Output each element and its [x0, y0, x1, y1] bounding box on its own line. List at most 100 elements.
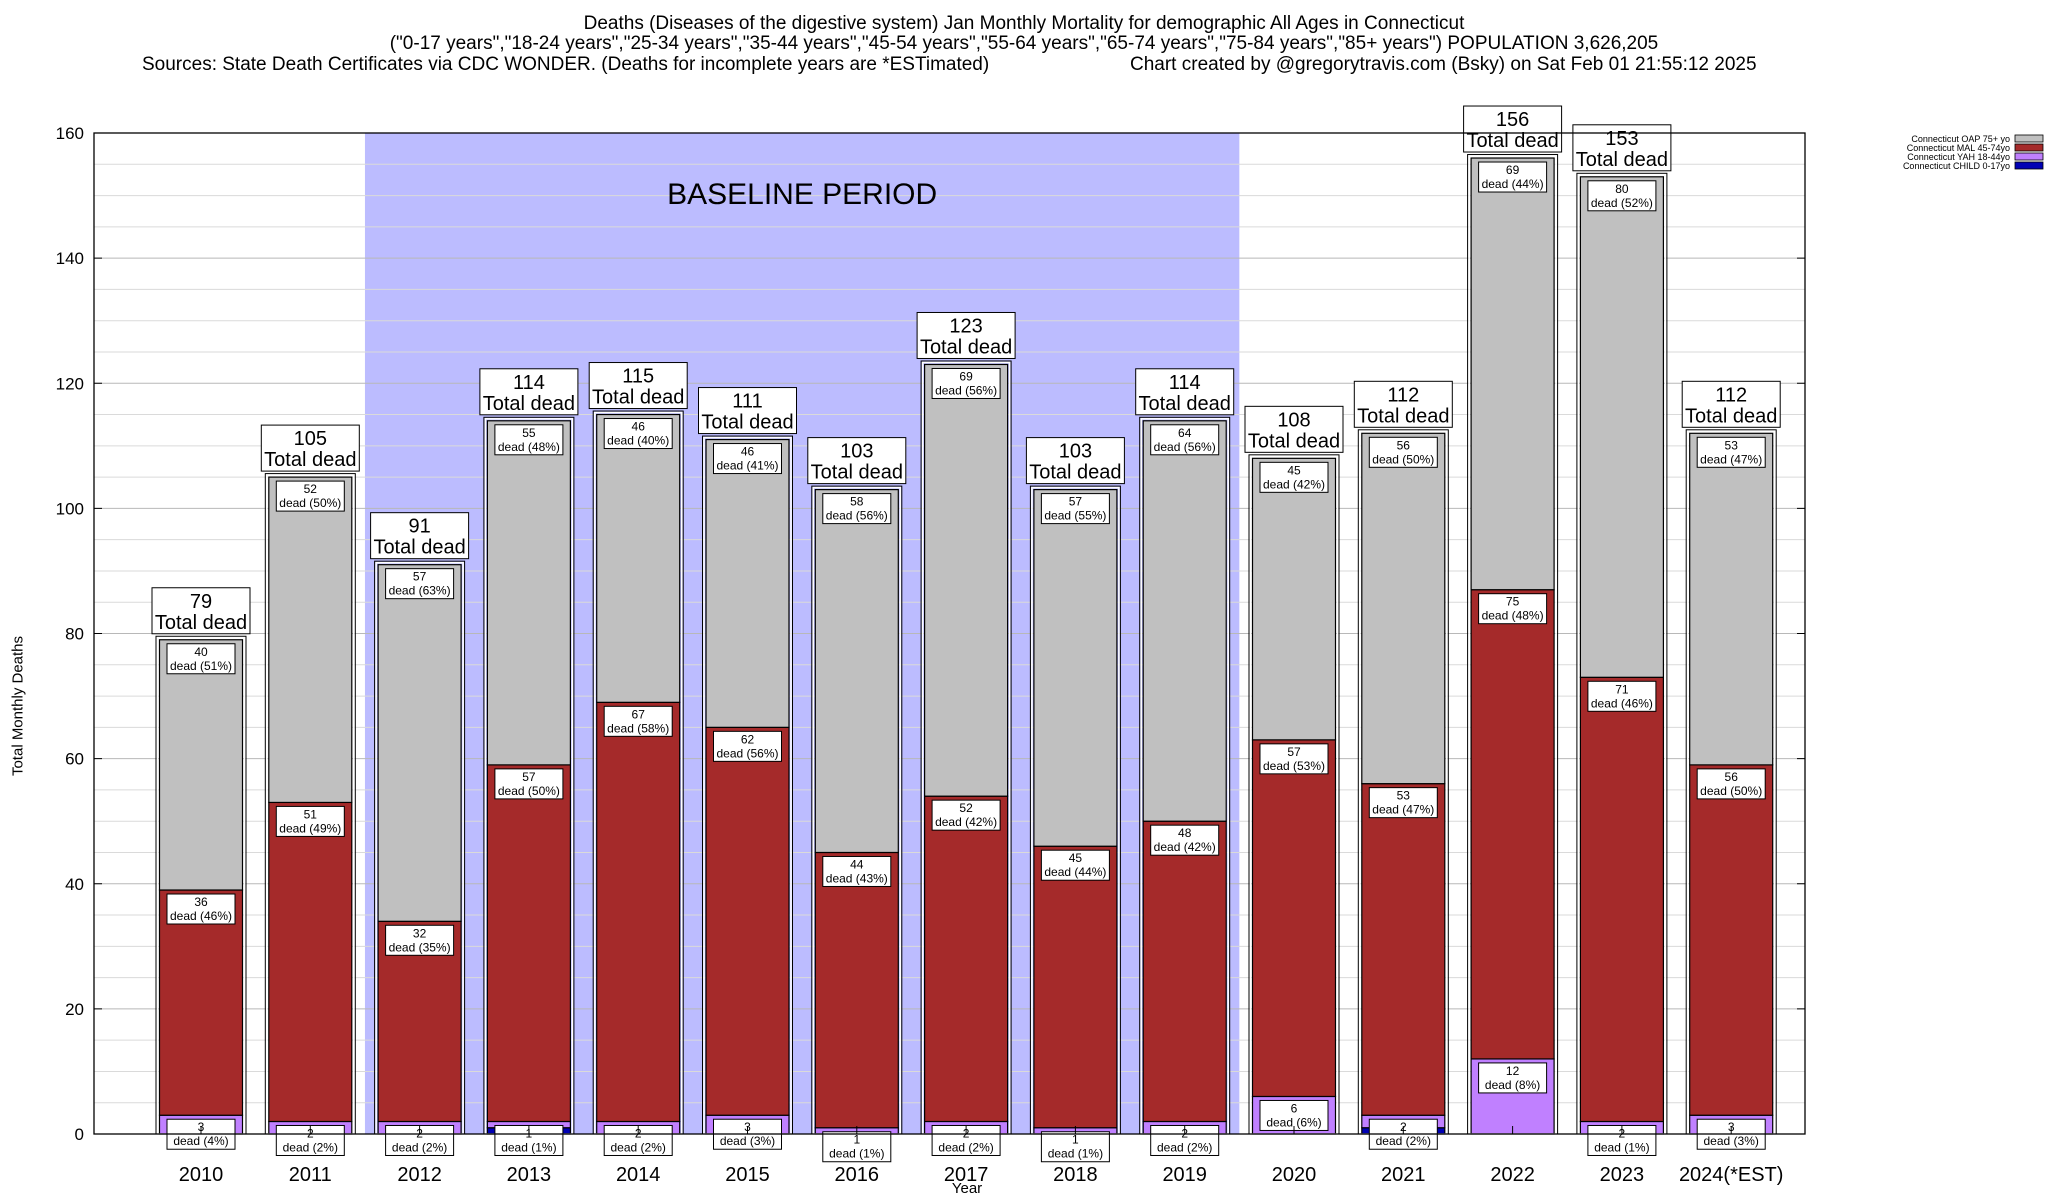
segment-label-count: 58 [850, 495, 864, 509]
segment-label-box [1696, 436, 1766, 468]
segment-label-box [1478, 1062, 1548, 1094]
x-tick-label: 2019 [1162, 1164, 1207, 1186]
y-tick-label: 40 [65, 875, 84, 894]
x-tick-label: 2024(*EST) [1679, 1164, 1784, 1186]
bar-segment [923, 363, 1009, 797]
segment-label-pct: dead (8%) [1485, 1078, 1540, 1092]
segment-label-pct: dead (42%) [935, 815, 997, 829]
x-tick-label: 2013 [507, 1164, 552, 1186]
y-tick-label: 160 [56, 124, 84, 143]
segment-label-pct: dead (3%) [720, 1134, 775, 1148]
segment-label-count: 45 [1069, 851, 1083, 865]
segment-label-pct: dead (55%) [1044, 509, 1106, 523]
sources-note: Sources: State Death Certificates via CD… [142, 54, 990, 75]
total-label-box [151, 587, 251, 635]
segment-label-count: 80 [1615, 182, 1629, 196]
total-label-box [370, 512, 470, 560]
total-label-value: 115 [622, 366, 654, 388]
segment-label-box [603, 705, 673, 737]
x-tick-label: 2016 [835, 1164, 880, 1186]
segment-label-pct: dead (4%) [173, 1134, 228, 1148]
segment-label-pct: dead (3%) [1704, 1134, 1759, 1148]
y-tick-label: 0 [75, 1125, 84, 1144]
segment-label-pct: dead (2%) [1376, 1134, 1431, 1148]
x-tick-label: 2010 [179, 1164, 224, 1186]
segment-label-box [275, 805, 345, 837]
total-label-text: Total dead [483, 393, 575, 415]
segment-label-pct: dead (50%) [279, 496, 341, 510]
bar-segment [486, 420, 571, 766]
segment-label-count: 57 [522, 770, 536, 784]
bar-segment [1579, 676, 1665, 1123]
segment-label-box [1259, 743, 1329, 775]
total-label-box [1681, 380, 1781, 428]
total-label-box [807, 437, 907, 485]
segment-label-count: 57 [413, 570, 427, 584]
y-tick-label: 120 [56, 374, 84, 393]
total-label-box [479, 368, 579, 416]
y-tick-label: 100 [56, 499, 84, 518]
bar-segment [1142, 420, 1227, 822]
segment-label-box [1587, 180, 1657, 212]
segment-label-box [1368, 436, 1438, 468]
segment-label-box [822, 1131, 892, 1163]
bar-segment [1579, 176, 1665, 678]
y-tick-label: 140 [56, 249, 84, 268]
segment-label-count: 36 [194, 895, 208, 909]
segment-label-count: 1 [1072, 1133, 1079, 1147]
segment-label-count: 52 [959, 801, 973, 815]
segment-label-count: 52 [304, 482, 318, 496]
total-label-text: Total dead [592, 387, 684, 409]
segment-label-pct: dead (2%) [1157, 1140, 1212, 1154]
segment-label-count: 56 [1725, 770, 1739, 784]
x-tick-label: 2020 [1272, 1164, 1317, 1186]
bar-segment [158, 639, 244, 891]
segment-label-pct: dead (56%) [826, 509, 888, 523]
segment-label-pct: dead (1%) [1594, 1140, 1649, 1154]
segment-label-pct: dead (50%) [498, 784, 560, 798]
segment-label-count: 51 [304, 807, 318, 821]
segment-label-count: 71 [1615, 682, 1629, 696]
legend-swatch [2014, 143, 2044, 152]
segment-label-count: 56 [1397, 438, 1411, 452]
segment-label-count: 53 [1725, 438, 1739, 452]
segment-label-pct: dead (44%) [1482, 177, 1544, 191]
total-label-box [1135, 368, 1235, 416]
bar-segment [268, 801, 353, 1123]
segment-label-count: 12 [1506, 1064, 1520, 1078]
bar-segment [1470, 589, 1555, 1060]
bar-segment [1470, 157, 1555, 591]
segment-label-pct: dead (46%) [170, 909, 232, 923]
total-label-value: 91 [408, 516, 430, 538]
segment-label-pct: dead (49%) [279, 821, 341, 835]
segment-label-pct: dead (51%) [170, 659, 232, 673]
segment-label-pct: dead (48%) [498, 440, 560, 454]
bar-segment [268, 476, 353, 804]
bar-segment [158, 889, 244, 1116]
total-label-text: Total dead [811, 462, 903, 484]
total-label-value: 114 [513, 372, 545, 394]
bar-segment [1361, 783, 1446, 1116]
segment-label-count: 46 [632, 420, 646, 434]
segment-label-count: 46 [741, 445, 755, 459]
total-label-box [260, 424, 360, 472]
total-label-text: Total dead [264, 449, 356, 471]
segment-label-pct: dead (47%) [1372, 803, 1434, 817]
bar-segment [1689, 432, 1774, 766]
segment-label-pct: dead (48%) [1482, 609, 1544, 623]
legend-entry-label: Connecticut MAL 45-74yo [1907, 143, 2010, 153]
chart-title: Deaths (Diseases of the digestive system… [583, 13, 1465, 34]
segment-label-count: 62 [741, 732, 755, 746]
segment-label-count: 57 [1287, 745, 1301, 759]
segment-label-pct: dead (56%) [716, 746, 778, 760]
bar-segment [486, 764, 571, 1123]
total-label-value: 114 [1169, 372, 1201, 394]
x-tick-label: 2017 [944, 1164, 989, 1186]
total-label-text: Total dead [701, 412, 793, 434]
total-label-value: 79 [190, 591, 212, 613]
x-axis-label: Year [951, 1180, 983, 1197]
total-label-box [1353, 380, 1453, 428]
